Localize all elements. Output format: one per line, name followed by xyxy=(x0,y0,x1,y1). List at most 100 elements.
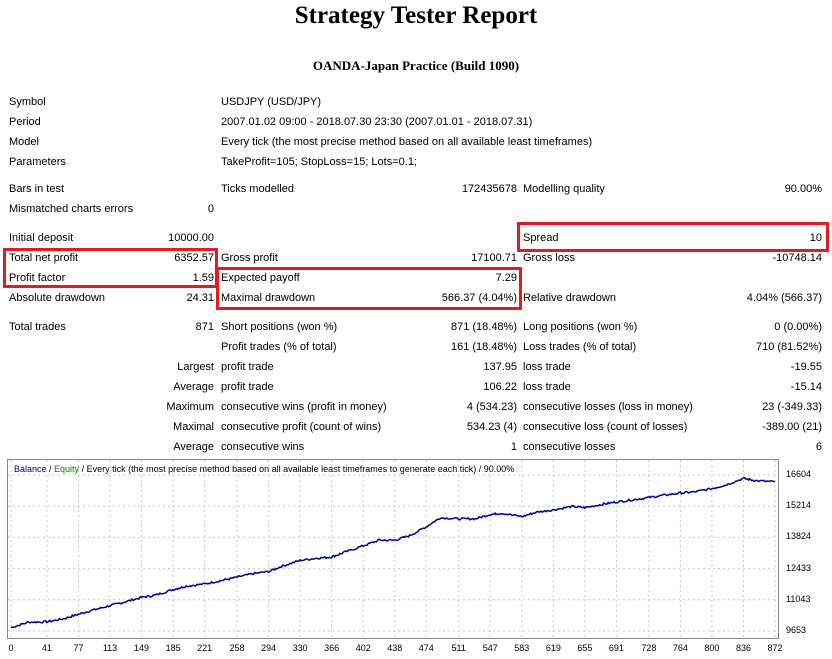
long-positions-label: Long positions (won %) xyxy=(523,321,638,333)
x-tick-label: 149 xyxy=(134,643,150,653)
average-loss-value: -15.14 xyxy=(790,381,822,393)
profit-factor-label: Profit factor xyxy=(9,272,66,284)
y-tick-label: 15214 xyxy=(786,500,812,511)
x-tick-label: 438 xyxy=(387,643,403,653)
maximal-profit-value: 534.23 (4) xyxy=(466,421,517,433)
largest-profit-label: profit trade xyxy=(221,361,274,373)
x-tick-label: 77 xyxy=(73,643,84,653)
initial-deposit-label: Initial deposit xyxy=(9,232,74,244)
maximum-label: Maximum xyxy=(166,401,214,413)
max-wins-value: 4 (534.23) xyxy=(466,401,517,413)
x-tick-label: 764 xyxy=(672,643,688,653)
maximal-drawdown-value: 566.37 (4.04%) xyxy=(441,292,517,304)
total-trades-value: 871 xyxy=(195,321,214,333)
maximal-loss-label: consecutive loss (count of losses) xyxy=(523,421,688,433)
x-tick-label: 258 xyxy=(229,643,245,653)
avg-wins-value: 1 xyxy=(510,441,517,453)
x-tick-label: 221 xyxy=(197,643,213,653)
mismatch-value: 0 xyxy=(207,203,214,215)
spread-value: 10 xyxy=(809,232,822,244)
maximal-loss-value: -389.00 (21) xyxy=(762,421,822,433)
spread-label: Spread xyxy=(523,232,559,244)
parameters-value: TakeProfit=105; StopLoss=15; Lots=0.1; xyxy=(221,156,417,168)
largest-loss-label: loss trade xyxy=(523,361,571,373)
symbol-value: USDJPY (USD/JPY) xyxy=(221,96,322,108)
x-tick-label: 691 xyxy=(608,643,624,653)
largest-loss-value: -19.55 xyxy=(790,361,822,373)
x-tick-label: 294 xyxy=(261,643,277,653)
total-trades-label: Total trades xyxy=(9,321,66,333)
symbol-label: Symbol xyxy=(9,96,46,108)
avg-losses-value: 6 xyxy=(815,441,822,453)
model-value: Every tick (the most precise method base… xyxy=(221,136,593,148)
x-tick-label: 511 xyxy=(451,643,466,653)
y-tick-label: 13824 xyxy=(786,531,812,542)
model-label: Model xyxy=(9,136,39,148)
total-net-profit-label: Total net profit xyxy=(9,252,79,264)
avg-wins-label: consecutive wins xyxy=(221,441,305,453)
period-value: 2007.01.02 09:00 - 2018.07.30 23:30 (200… xyxy=(221,116,533,128)
x-tick-label: 366 xyxy=(324,643,340,653)
x-tick-label: 728 xyxy=(641,643,657,653)
x-tick-label: 41 xyxy=(41,643,52,653)
x-tick-label: 836 xyxy=(735,643,751,653)
balance-line xyxy=(10,476,776,629)
relative-drawdown-label: Relative drawdown xyxy=(523,292,616,304)
initial-deposit-value: 10000.00 xyxy=(168,232,214,244)
x-tick-label: 474 xyxy=(418,643,434,653)
y-tick-label: 16604 xyxy=(786,469,812,479)
x-tick-label: 619 xyxy=(545,643,561,653)
legend-separator: / xyxy=(46,464,55,474)
short-positions-value: 871 (18.48%) xyxy=(450,321,517,333)
loss-trades-value: 710 (81.52%) xyxy=(755,341,822,353)
legend-model-text: / Every tick (the most precise method ba… xyxy=(79,464,515,474)
x-tick-label: 547 xyxy=(482,643,498,653)
loss-trades-label: Loss trades (% of total) xyxy=(523,341,637,353)
short-positions-label: Short positions (won %) xyxy=(221,321,338,333)
x-tick-label: 872 xyxy=(767,643,783,653)
profit-factor-value: 1.59 xyxy=(192,272,214,284)
profit-trades-label: Profit trades (% of total) xyxy=(221,341,337,353)
total-net-profit-value: 6352.57 xyxy=(174,252,214,264)
x-tick-label: 185 xyxy=(165,643,181,653)
bars-label: Bars in test xyxy=(9,183,65,195)
x-tick-label: 402 xyxy=(355,643,371,653)
gross-profit-label: Gross profit xyxy=(221,252,278,264)
profit-trades-value: 161 (18.48%) xyxy=(450,341,517,353)
average-profit-label: profit trade xyxy=(221,381,274,393)
quality-value: 90.00% xyxy=(784,183,822,195)
ticks-value: 172435678 xyxy=(461,183,517,195)
ticks-label: Ticks modelled xyxy=(221,183,294,195)
chart-svg xyxy=(7,459,779,639)
maximal-profit-label: consecutive profit (count of wins) xyxy=(221,421,382,433)
mismatch-label: Mismatched charts errors xyxy=(9,203,134,215)
largest-label: Largest xyxy=(177,361,214,373)
expected-payoff-value: 7.29 xyxy=(495,272,517,284)
chart-frame xyxy=(7,459,779,639)
maximal-label: Maximal xyxy=(173,421,214,433)
x-tick-label: 0 xyxy=(8,643,14,653)
quality-label: Modelling quality xyxy=(523,183,605,195)
x-tick-label: 583 xyxy=(514,643,530,653)
parameters-label: Parameters xyxy=(9,156,66,168)
max-losses-value: 23 (-349.33) xyxy=(762,401,822,413)
gross-profit-value: 17100.71 xyxy=(471,252,517,264)
chart-grid-horizontal xyxy=(8,474,778,632)
legend-equity: Equity xyxy=(54,464,80,474)
period-label: Period xyxy=(9,116,41,128)
average-label: Average xyxy=(173,381,214,393)
x-tick-label: 655 xyxy=(577,643,593,653)
x-tick-label: 330 xyxy=(292,643,308,653)
average-loss-label: loss trade xyxy=(523,381,571,393)
x-tick-label: 800 xyxy=(704,643,720,653)
server-name: OANDA-Japan Practice (Build 1090) xyxy=(312,58,520,73)
y-tick-label: 9653 xyxy=(786,625,807,635)
max-losses-label: consecutive losses (loss in money) xyxy=(523,401,693,413)
gross-loss-value: -10748.14 xyxy=(772,252,822,264)
x-tick-label: 113 xyxy=(102,643,118,653)
balance-chart xyxy=(7,459,829,656)
absolute-drawdown-label: Absolute drawdown xyxy=(9,292,106,304)
long-positions-value: 0 (0.00%) xyxy=(774,321,822,333)
expected-payoff-label: Expected payoff xyxy=(221,272,300,284)
largest-profit-value: 137.95 xyxy=(483,361,517,373)
